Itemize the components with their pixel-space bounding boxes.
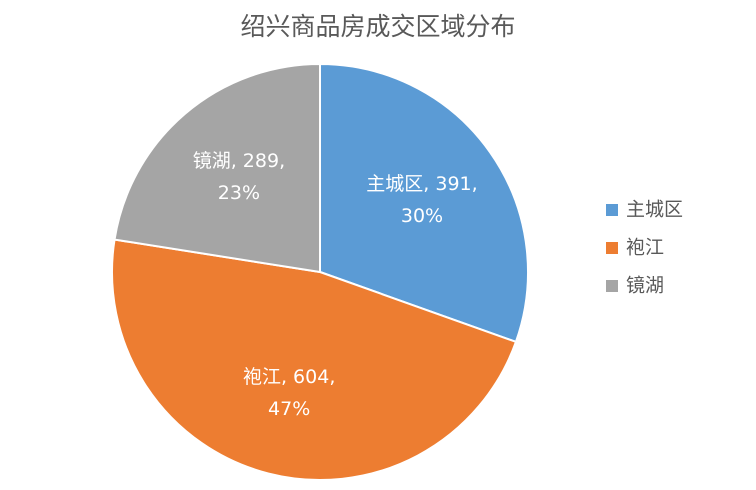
- pie-slice: [319, 62, 529, 344]
- data-label: 主城区, 391, 30%: [366, 173, 477, 227]
- legend-label: 镜湖: [626, 275, 664, 297]
- legend-label: 袍江: [626, 237, 664, 259]
- legend-swatch: [606, 204, 618, 216]
- pie-slice: [111, 238, 518, 481]
- data-label: 镜湖, 289, 23%: [193, 150, 285, 204]
- legend-swatch: [606, 242, 618, 254]
- chart-title: 绍兴商品房成交区域分布: [240, 12, 515, 41]
- legend-swatch: [606, 280, 618, 292]
- legend-label: 主城区: [626, 199, 683, 221]
- data-label: 袍江, 604, 47%: [243, 365, 335, 419]
- pie-slice: [113, 62, 321, 274]
